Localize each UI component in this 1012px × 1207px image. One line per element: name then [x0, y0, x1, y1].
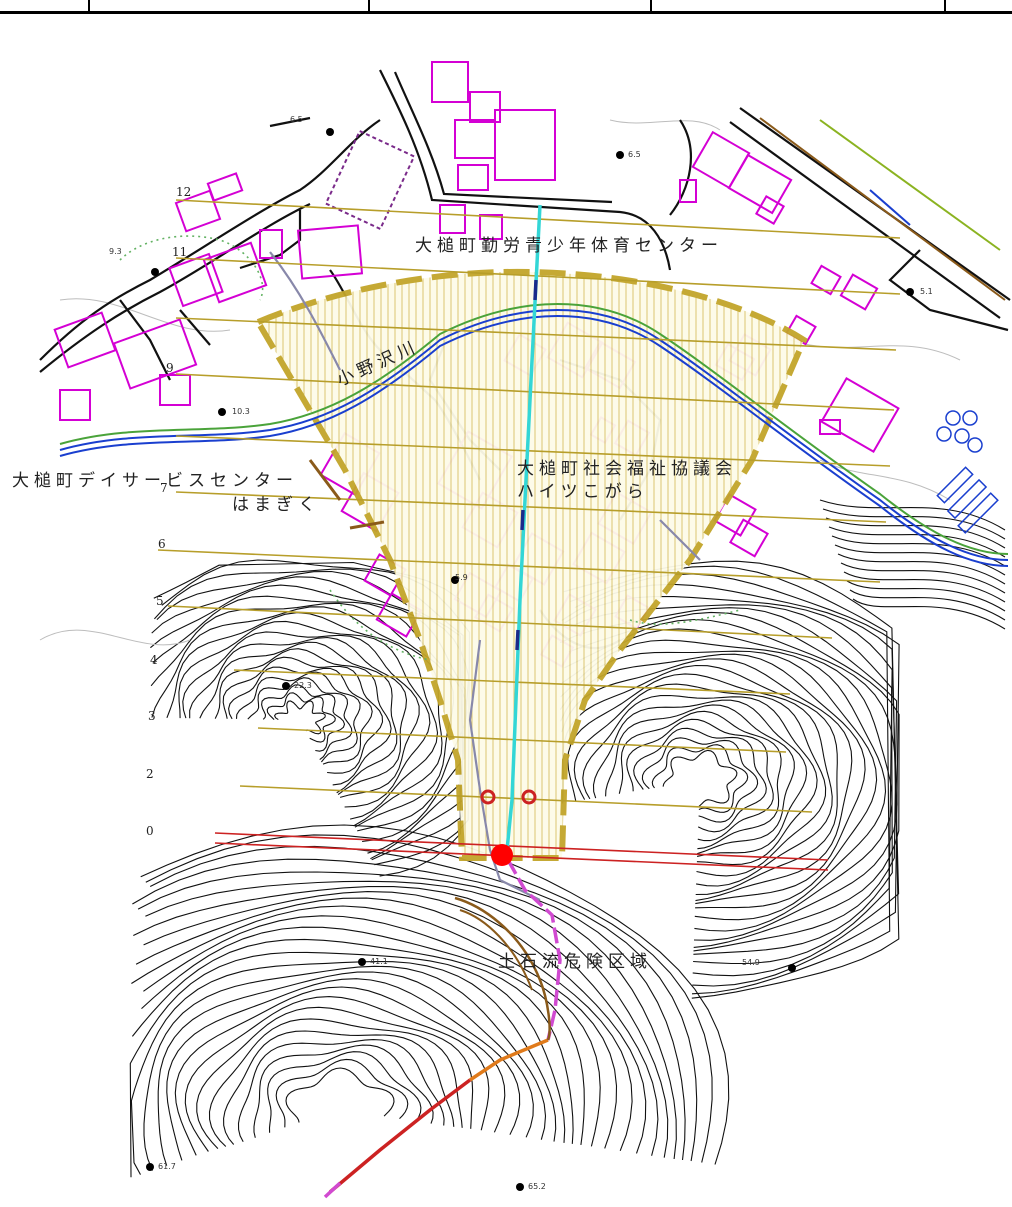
- elevation-point-icon: [282, 682, 290, 690]
- contour-line: [254, 1045, 433, 1138]
- building-footprint: [208, 173, 242, 200]
- contour-line: [663, 750, 737, 806]
- building-footprint: [440, 205, 465, 233]
- elevation-point-icon: [326, 128, 334, 136]
- top-right-lines: [760, 118, 1005, 300]
- contour-line: [143, 916, 600, 1147]
- elevation-value: 6.5: [628, 150, 641, 159]
- contour-line: [276, 1059, 408, 1127]
- building-planned: [326, 131, 414, 229]
- elevation-value: 54.9: [742, 958, 760, 967]
- elevation-point-icon: [906, 288, 914, 296]
- building-footprint: [432, 62, 468, 102]
- section-number-label: 2: [146, 767, 154, 781]
- section-number-label: 5: [156, 594, 164, 608]
- right-side-facilities: [937, 411, 998, 533]
- elevation-value: 9.3: [109, 247, 122, 256]
- section-number-label: 11: [172, 245, 187, 259]
- elevation-point-icon: [788, 964, 796, 972]
- building-footprint: [160, 375, 190, 405]
- elevation-point-icon: [146, 1163, 154, 1171]
- contour-line: [286, 1068, 394, 1123]
- elevation-value: 61.7: [158, 1162, 176, 1171]
- elevation-value: 5.1: [920, 287, 933, 296]
- section-numbers: 121179654320: [146, 185, 191, 838]
- contour-line: [606, 705, 795, 854]
- building-footprint: [204, 243, 266, 302]
- downstream-channel: [325, 860, 560, 1197]
- elevation-value: 41.1: [370, 957, 388, 966]
- section-number-label: 9: [166, 361, 174, 375]
- building-footprint: [693, 132, 749, 188]
- contour-line: [215, 649, 391, 785]
- contour-line: [574, 684, 825, 876]
- elevation-value: 6.5: [290, 115, 303, 124]
- contour-line: [562, 629, 892, 931]
- building-footprint: [730, 520, 767, 557]
- contour-line: [262, 685, 345, 751]
- elevation-value: 5.9: [455, 573, 468, 582]
- label-youth-center: 大槌町勤労青少年体育センター: [415, 236, 723, 256]
- section-number-label: 0: [146, 824, 154, 838]
- elevation-point-icon: [358, 958, 366, 966]
- contour-line: [130, 952, 564, 1177]
- building-footprint: [458, 165, 488, 190]
- elevation-point-icon: [151, 268, 159, 276]
- elevation-value: 10.3: [232, 407, 250, 416]
- elevation-point-icon: [616, 151, 624, 159]
- building-footprint: [169, 254, 222, 306]
- section-number-label: 12: [176, 185, 191, 199]
- building-footprint: [822, 378, 899, 451]
- contour-line: [594, 700, 807, 856]
- contour-line: [200, 642, 397, 793]
- elevation-value: 65.2: [528, 1182, 546, 1191]
- sabo-point-marker: [491, 844, 513, 866]
- contour-line: [185, 997, 489, 1152]
- contour-line: [850, 590, 1005, 620]
- contour-line: [210, 1019, 463, 1147]
- contour-line: [627, 719, 774, 840]
- building-footprint: [455, 120, 495, 158]
- label-sediment-area: 土石流危険区域: [498, 952, 652, 972]
- label-day-service-1: 大槌町デイサービスセンター: [12, 470, 298, 491]
- section-number-label: 4: [150, 653, 158, 667]
- section-number-label: 6: [158, 537, 166, 551]
- elevation-point-icon: [218, 408, 226, 416]
- label-welfare-1: 大槌町社会福祉協議会: [517, 459, 737, 479]
- building-footprint: [495, 110, 555, 180]
- building-footprint: [114, 319, 196, 388]
- label-day-service-2: はまぎく: [232, 495, 320, 515]
- contour-line: [853, 599, 1005, 629]
- contour-line: [141, 825, 729, 1165]
- elevation-value: 22.3: [294, 681, 312, 690]
- contour-line: [144, 892, 646, 1154]
- contour-line: [561, 654, 866, 903]
- section-number-label: 3: [148, 709, 156, 723]
- label-welfare-2: ハイツこがら: [517, 482, 649, 502]
- building-footprint: [60, 390, 90, 420]
- contour-line: [224, 1031, 454, 1145]
- elevation-point-icon: [516, 1183, 524, 1191]
- contour-line: [132, 859, 685, 1160]
